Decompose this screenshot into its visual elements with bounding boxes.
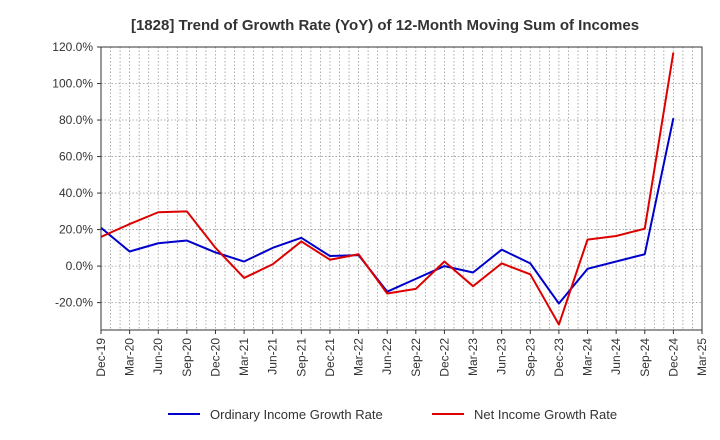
x-tick-label: Dec-23 <box>552 338 566 377</box>
x-tick-label: Jun-22 <box>380 338 394 375</box>
x-tick-label: Sep-20 <box>180 338 194 377</box>
plot-frame <box>100 46 703 331</box>
x-tick-label: Mar-20 <box>123 338 137 376</box>
y-tick-label: -20.0% <box>55 296 93 310</box>
y-axis-ticks: -20.0% 0.0% 20.0% 40.0% 60.0% 80.0% 100.0% 120.… <box>52 40 101 310</box>
y-tick-label: 80.0% <box>59 113 93 127</box>
x-tick-label: Mar-22 <box>352 338 366 376</box>
y-tick-label: 20.0% <box>59 223 93 237</box>
x-tick-label: Jun-23 <box>495 338 509 375</box>
x-tick-label: Jun-21 <box>266 338 280 375</box>
x-tick-label: Mar-23 <box>466 338 480 376</box>
x-tick-label: Dec-21 <box>323 338 337 377</box>
grid-lines <box>101 46 702 330</box>
y-tick-label: 0.0% <box>66 259 94 273</box>
y-tick-label: 100.0% <box>52 77 93 91</box>
x-tick-label: Jun-24 <box>609 338 623 375</box>
x-tick-label: Mar-25 <box>695 338 709 376</box>
x-tick-label: Sep-24 <box>638 338 652 377</box>
legend-label: Ordinary Income Growth Rate <box>210 407 383 422</box>
x-tick-label: Sep-21 <box>294 338 308 377</box>
x-tick-label: Jun-20 <box>151 338 165 375</box>
y-tick-label: 120.0% <box>52 40 93 54</box>
axes <box>100 46 703 331</box>
x-tick-label: Sep-23 <box>523 338 537 377</box>
x-tick-label: Mar-21 <box>237 338 251 376</box>
y-tick-label: 40.0% <box>59 186 93 200</box>
x-axis-ticks: Dec-19 Mar-20 Jun-20 Sep-20 Dec-20 Mar-21 Jun-… <box>94 330 709 377</box>
x-tick-label: Dec-20 <box>208 338 222 377</box>
series-layer <box>100 52 675 326</box>
x-tick-label: Dec-24 <box>666 338 680 377</box>
series-line-net-income <box>100 52 675 326</box>
legend: Ordinary Income Growth Rate Net Income Gr… <box>168 407 617 422</box>
y-tick-label: 60.0% <box>59 150 93 164</box>
x-tick-label: Dec-22 <box>437 338 451 377</box>
series-line-ordinary-income <box>100 118 675 305</box>
x-tick-label: Dec-19 <box>94 338 108 377</box>
x-tick-label: Mar-24 <box>581 338 595 376</box>
x-tick-label: Sep-22 <box>409 338 423 377</box>
chart-title: [1828] Trend of Growth Rate (YoY) of 12-… <box>131 17 639 34</box>
legend-label: Net Income Growth Rate <box>474 407 617 422</box>
